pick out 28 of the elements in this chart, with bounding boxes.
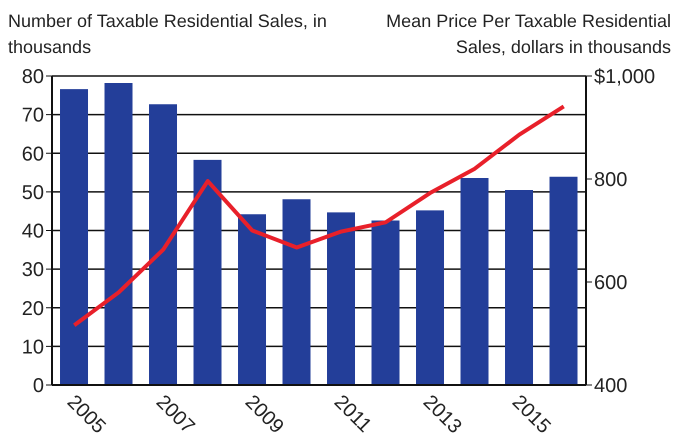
y2-tick-label: 600 [594, 272, 628, 294]
y2-tick-label: 400 [594, 375, 628, 398]
y-tick-label: 10 [22, 336, 44, 358]
bar [149, 104, 178, 385]
bar [550, 176, 578, 385]
line-series [72, 104, 566, 328]
y-tick-label: 20 [22, 298, 44, 320]
bar [416, 210, 444, 385]
y-axis-title: Number of Taxable Residential Sales, in thousands [8, 10, 328, 59]
bar [282, 199, 311, 385]
y-tick-label: 80 [22, 66, 44, 88]
bar [60, 89, 88, 385]
y-tick-label: 30 [22, 259, 44, 282]
y2-axis-title: Mean Price Per Taxable Residential Sales, dollars in thousands [385, 10, 671, 59]
y-tick-label: 60 [22, 143, 44, 166]
bar [372, 220, 400, 385]
bar [460, 178, 489, 385]
bar [194, 160, 222, 385]
y-tick-label: 50 [22, 182, 44, 204]
bar [327, 212, 356, 385]
bar [238, 214, 266, 385]
y-tick-label: 0 [32, 375, 44, 398]
y-tick-label: 40 [22, 220, 44, 243]
y2-tick-label: $1,000 [594, 66, 656, 88]
bar [104, 82, 133, 385]
bar [505, 190, 534, 385]
y-tick-label: 70 [22, 104, 44, 127]
y2-tick-label: 800 [594, 169, 628, 192]
